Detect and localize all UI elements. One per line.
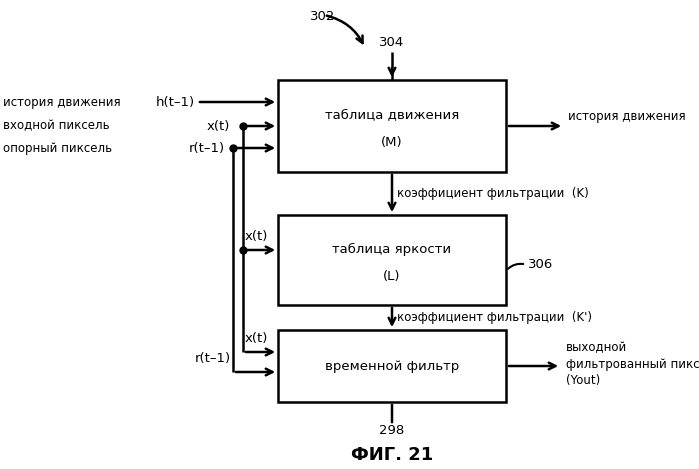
Text: 298: 298 — [380, 424, 405, 437]
Text: 306: 306 — [528, 258, 553, 271]
Text: входной пиксель: входной пиксель — [3, 120, 110, 133]
Text: таблица яркости: таблица яркости — [333, 242, 452, 256]
Text: 302: 302 — [310, 10, 336, 23]
Text: x(t): x(t) — [245, 229, 268, 242]
Text: h(t): h(t) — [698, 108, 699, 123]
Bar — [278, 80, 506, 172]
Text: фильтрованный пиксельy(t): фильтрованный пиксельy(t) — [566, 357, 699, 371]
Text: (Yout): (Yout) — [566, 373, 600, 386]
Text: выходной: выходной — [566, 341, 627, 355]
Text: r(t–1): r(t–1) — [195, 351, 231, 364]
Text: 304: 304 — [380, 36, 405, 48]
Text: h(t–1): h(t–1) — [156, 96, 195, 108]
Text: история движения: история движения — [3, 96, 121, 108]
Text: история движения: история движения — [568, 109, 686, 122]
Text: x(t): x(t) — [245, 332, 268, 345]
Text: таблица движения: таблица движения — [325, 108, 459, 121]
Bar — [278, 330, 506, 402]
Text: коэффициент фильтрации  (K'): коэффициент фильтрации (K') — [397, 311, 592, 324]
Text: временной фильтр: временной фильтр — [325, 360, 459, 372]
Text: ФИГ. 21: ФИГ. 21 — [351, 446, 433, 464]
Text: коэффициент фильтрации  (K): коэффициент фильтрации (K) — [397, 187, 589, 200]
Text: r(t–1): r(t–1) — [189, 142, 225, 154]
Text: опорный пиксель: опорный пиксель — [3, 142, 112, 154]
Text: (L): (L) — [383, 270, 401, 283]
Bar — [278, 215, 506, 305]
Text: x(t): x(t) — [207, 120, 230, 133]
Text: (M): (M) — [381, 136, 403, 149]
